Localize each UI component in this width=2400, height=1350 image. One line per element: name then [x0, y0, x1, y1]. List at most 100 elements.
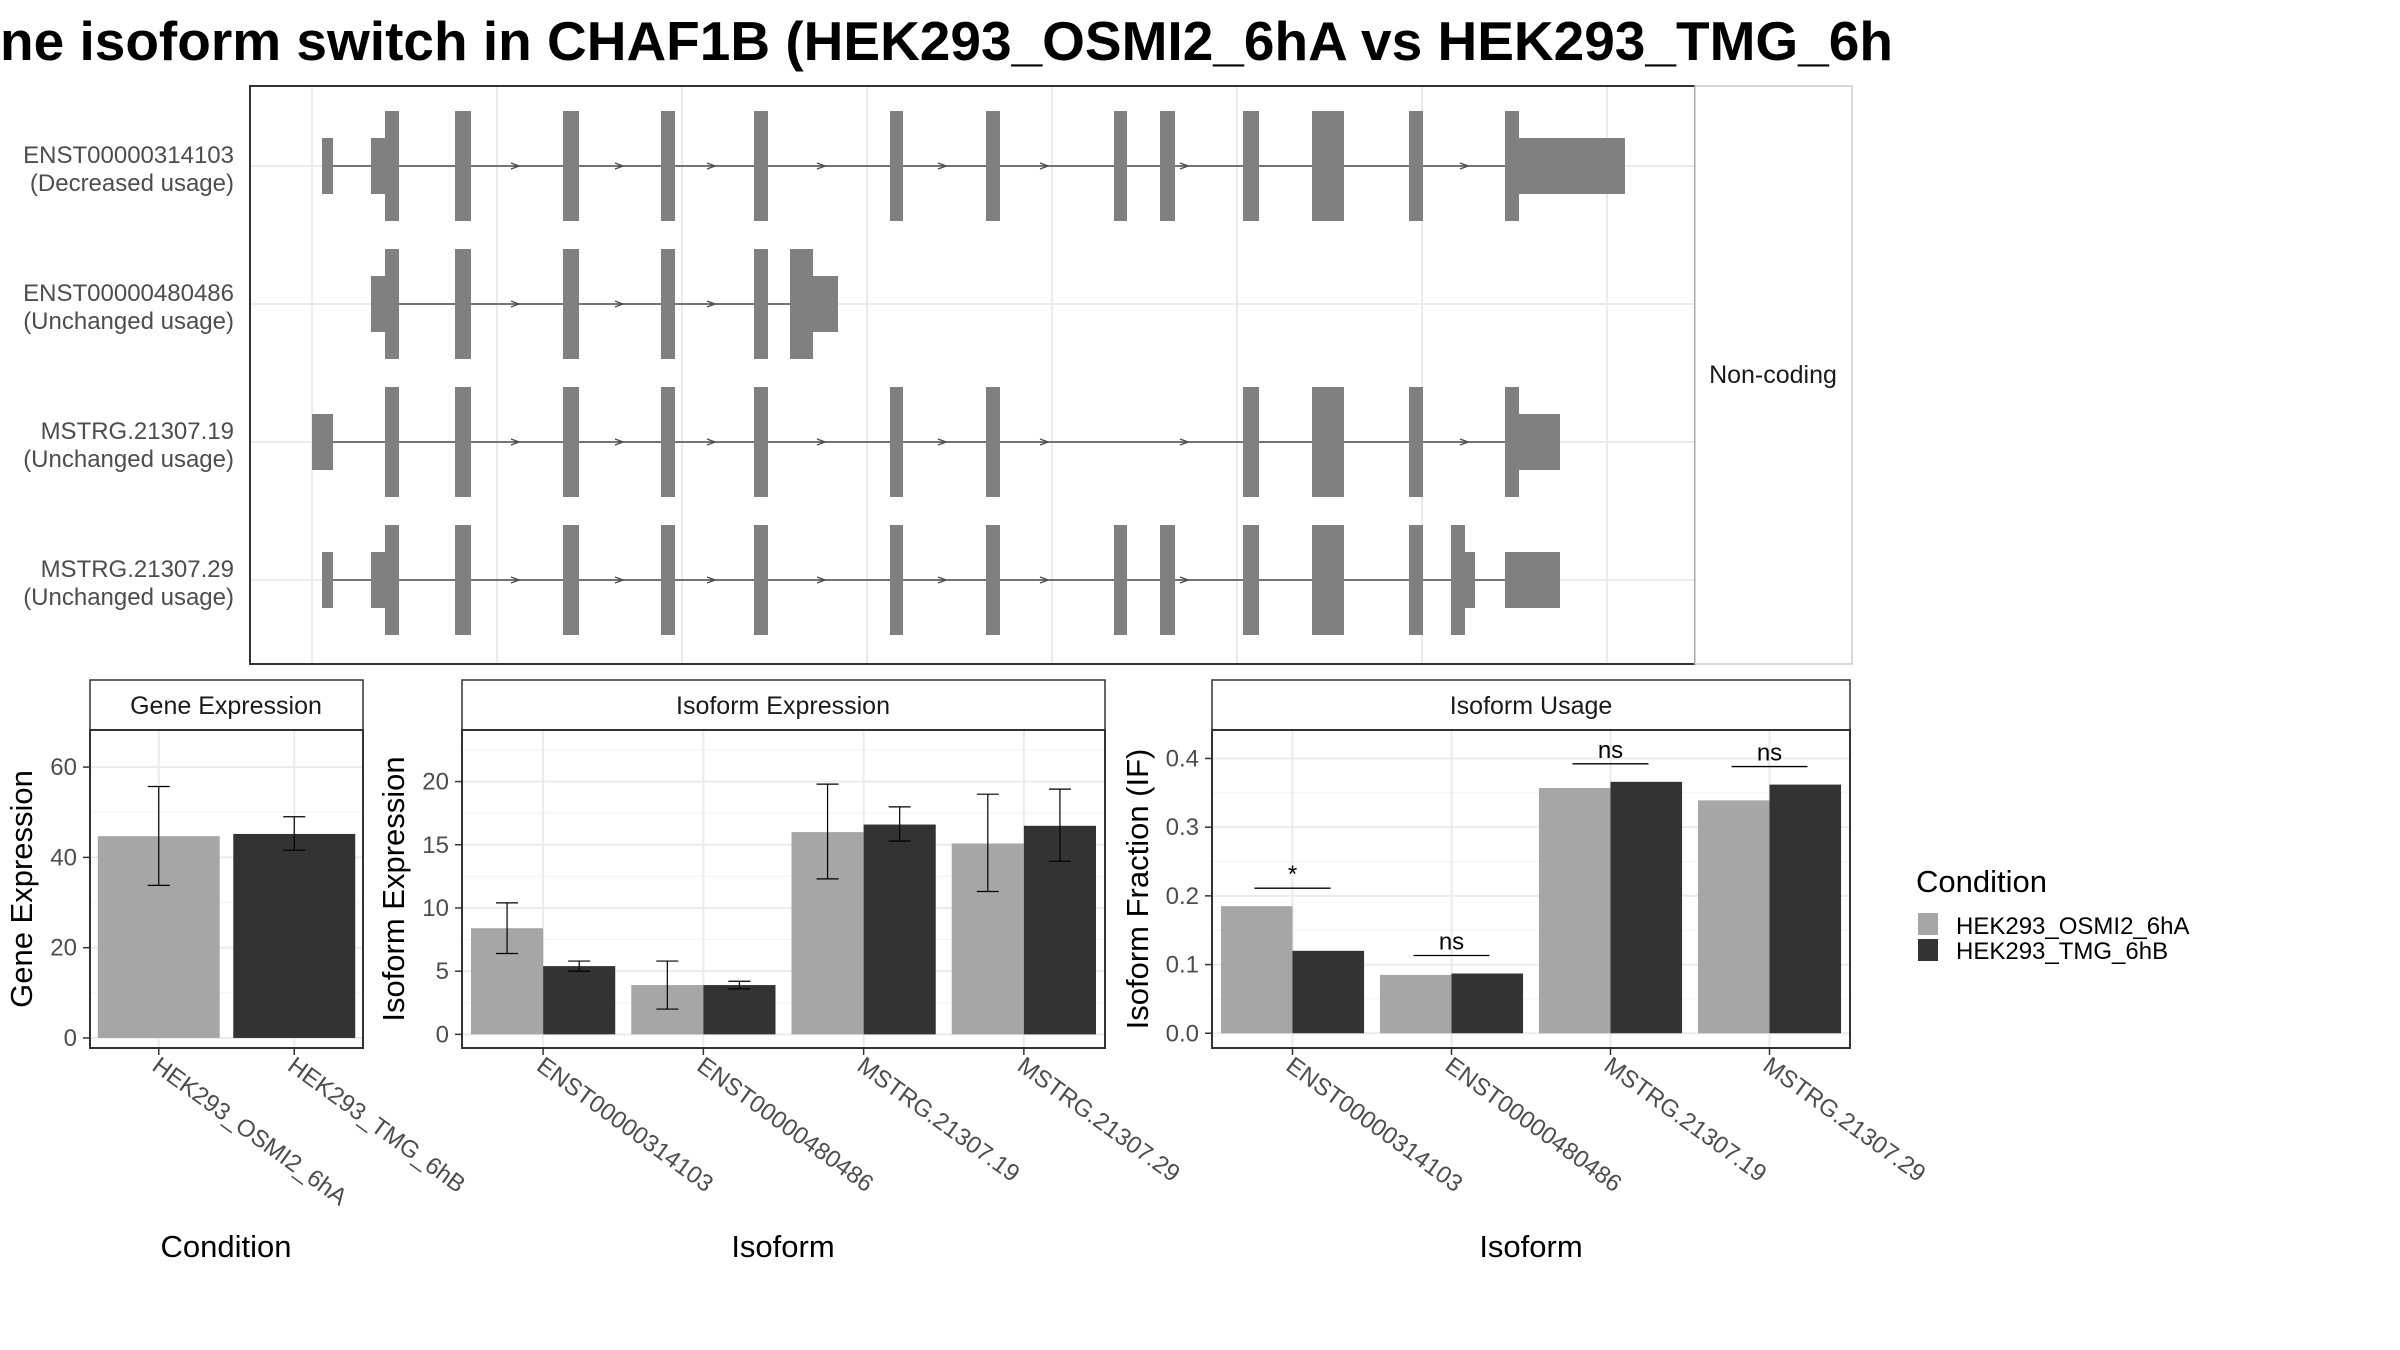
iu-xtick-label-2: MSTRG.21307.19 — [1599, 1052, 1771, 1188]
exon-0-14 — [1505, 111, 1519, 221]
intron-arrow-3-0 — [510, 576, 521, 584]
iu-bar-1-2 — [1610, 781, 1683, 1034]
exon-3-14 — [1451, 525, 1465, 635]
exon-2-11 — [1505, 387, 1519, 497]
iu-ytick-label-0: 0.0 — [1166, 1020, 1199, 1047]
intron-arrow-1-0 — [510, 300, 521, 308]
legend-title: Condition — [1916, 864, 2047, 899]
iu-sig-label-3: ns — [1757, 740, 1782, 767]
iu-sig-label-1: ns — [1439, 928, 1464, 955]
isoform-label-1: ENST00000480486 — [23, 280, 234, 307]
gene-expression-xlabel: Condition — [161, 1229, 292, 1264]
exon-0-11 — [1243, 111, 1259, 221]
exon-3-8 — [986, 525, 1000, 635]
exon-0-7 — [890, 111, 903, 221]
facet-label-noncoding: Non-coding — [1709, 361, 1837, 389]
exon-0-3 — [455, 111, 471, 221]
exon-2-3 — [563, 387, 579, 497]
ge-ytick-label-3: 60 — [50, 754, 77, 781]
ge-ytick-label-2: 40 — [50, 844, 77, 871]
isoform-structure-panel: Non-coding ENST00000314103 (Decreased us… — [23, 85, 1853, 665]
exon-2-5 — [754, 387, 768, 497]
exon-0-6 — [754, 111, 768, 221]
exon-2-10 — [1409, 387, 1423, 497]
intron-arrow-0-2 — [706, 162, 717, 170]
isoform-usage-0: (Decreased usage) — [30, 170, 234, 197]
intron-arrow-3-2 — [706, 576, 717, 584]
exon-0-12 — [1312, 111, 1344, 221]
ie-xtick-label-3: MSTRG.21307.29 — [1012, 1052, 1184, 1188]
exon-2-8 — [1243, 387, 1259, 497]
exon-3-6 — [754, 525, 768, 635]
ge-bar-0-1 — [233, 833, 356, 1038]
isoform-expression-strip — [461, 679, 1106, 731]
iu-xtick-label-3: MSTRG.21307.29 — [1758, 1052, 1930, 1188]
isoform-expression-xlabel: Isoform — [731, 1229, 834, 1264]
gene-expression-ylabel: Gene Expression — [4, 770, 39, 1008]
ie-xtick-label-0: ENST00000314103 — [532, 1052, 718, 1198]
intron-arrow-0-1 — [614, 162, 625, 170]
condition-legend: Condition HEK293_OSMI2_6hA HEK293_TMG_6h… — [1916, 864, 2189, 965]
isoform-usage-strip — [1211, 679, 1851, 731]
exon-2-4 — [661, 387, 675, 497]
intron-arrow-2-5 — [1039, 438, 1050, 446]
iu-ytick-label-2: 0.2 — [1166, 883, 1199, 910]
ie-ytick-label-3: 15 — [422, 832, 449, 859]
ie-bar-1-1 — [703, 985, 776, 1035]
exon-3-16 — [1505, 552, 1560, 608]
exon-2-0 — [312, 414, 333, 470]
exon-2-7 — [986, 387, 1000, 497]
isoform-usage-2: (Unchanged usage) — [23, 446, 234, 473]
exon-1-2 — [455, 249, 471, 359]
ie-xtick-label-2: MSTRG.21307.19 — [852, 1052, 1024, 1188]
exon-2-6 — [890, 387, 903, 497]
exon-3-7 — [890, 525, 903, 635]
intron-arrow-2-3 — [816, 438, 827, 446]
intron-arrow-3-3 — [816, 576, 827, 584]
iu-ytick-label-4: 0.4 — [1166, 745, 1199, 772]
intron-arrow-3-4 — [937, 576, 948, 584]
isoform-expression-plot-border — [461, 729, 1106, 1049]
intron-arrow-0-3 — [816, 162, 827, 170]
iu-xtick-label-0: ENST00000314103 — [1281, 1052, 1467, 1198]
exon-3-4 — [563, 525, 579, 635]
intron-arrow-3-6 — [1179, 576, 1190, 584]
exon-2-12 — [1519, 414, 1560, 470]
exon-1-3 — [563, 249, 579, 359]
isoform-usage-xlabel: Isoform — [1479, 1229, 1582, 1264]
intron-arrow-2-6 — [1179, 438, 1190, 446]
iu-bar-1-1 — [1451, 973, 1524, 1034]
exon-3-13 — [1409, 525, 1423, 635]
isoform-expression-bars — [471, 783, 1096, 1035]
exon-0-0 — [322, 138, 333, 194]
exon-3-3 — [455, 525, 471, 635]
isoform-label-0: ENST00000314103 — [23, 142, 234, 169]
ie-ytick-label-2: 10 — [422, 895, 449, 922]
intron-arrow-2-7 — [1459, 438, 1470, 446]
gene-expression-bars — [97, 785, 356, 1038]
legend-key-osmi2 — [1918, 913, 1938, 935]
ge-ytick-label-0: 0 — [64, 1025, 77, 1052]
intron-arrow-0-7 — [1459, 162, 1470, 170]
isoform-usage-panel: Isoform Usage * ns ns ns 0.0 0.1 0.2 0.3 0.4 ENS… — [1120, 679, 1930, 1264]
isoform-usage-ylabel: Isoform Fraction (IF) — [1120, 749, 1155, 1030]
exon-1-5 — [754, 249, 768, 359]
iu-bar-0-1 — [1379, 974, 1452, 1034]
intron-arrow-0-4 — [937, 162, 948, 170]
iu-bar-1-0 — [1292, 950, 1365, 1034]
exon-3-0 — [322, 552, 333, 608]
isoform-usage-1: (Unchanged usage) — [23, 308, 234, 335]
exon-3-12 — [1312, 525, 1344, 635]
gene-expression-plot-border — [89, 729, 364, 1049]
gene-expression-strip-title: Gene Expression — [130, 692, 322, 720]
iu-bar-0-2 — [1538, 788, 1611, 1034]
exon-0-15 — [1519, 138, 1625, 194]
intron-arrow-1-2 — [706, 300, 717, 308]
intron-arrow-2-0 — [510, 438, 521, 446]
iu-ytick-label-3: 0.3 — [1166, 814, 1199, 841]
isoform-usage-bars: * ns ns ns — [1220, 737, 1842, 1034]
intron-arrow-1-1 — [614, 300, 625, 308]
exon-2-2 — [455, 387, 471, 497]
exon-0-8 — [986, 111, 1000, 221]
